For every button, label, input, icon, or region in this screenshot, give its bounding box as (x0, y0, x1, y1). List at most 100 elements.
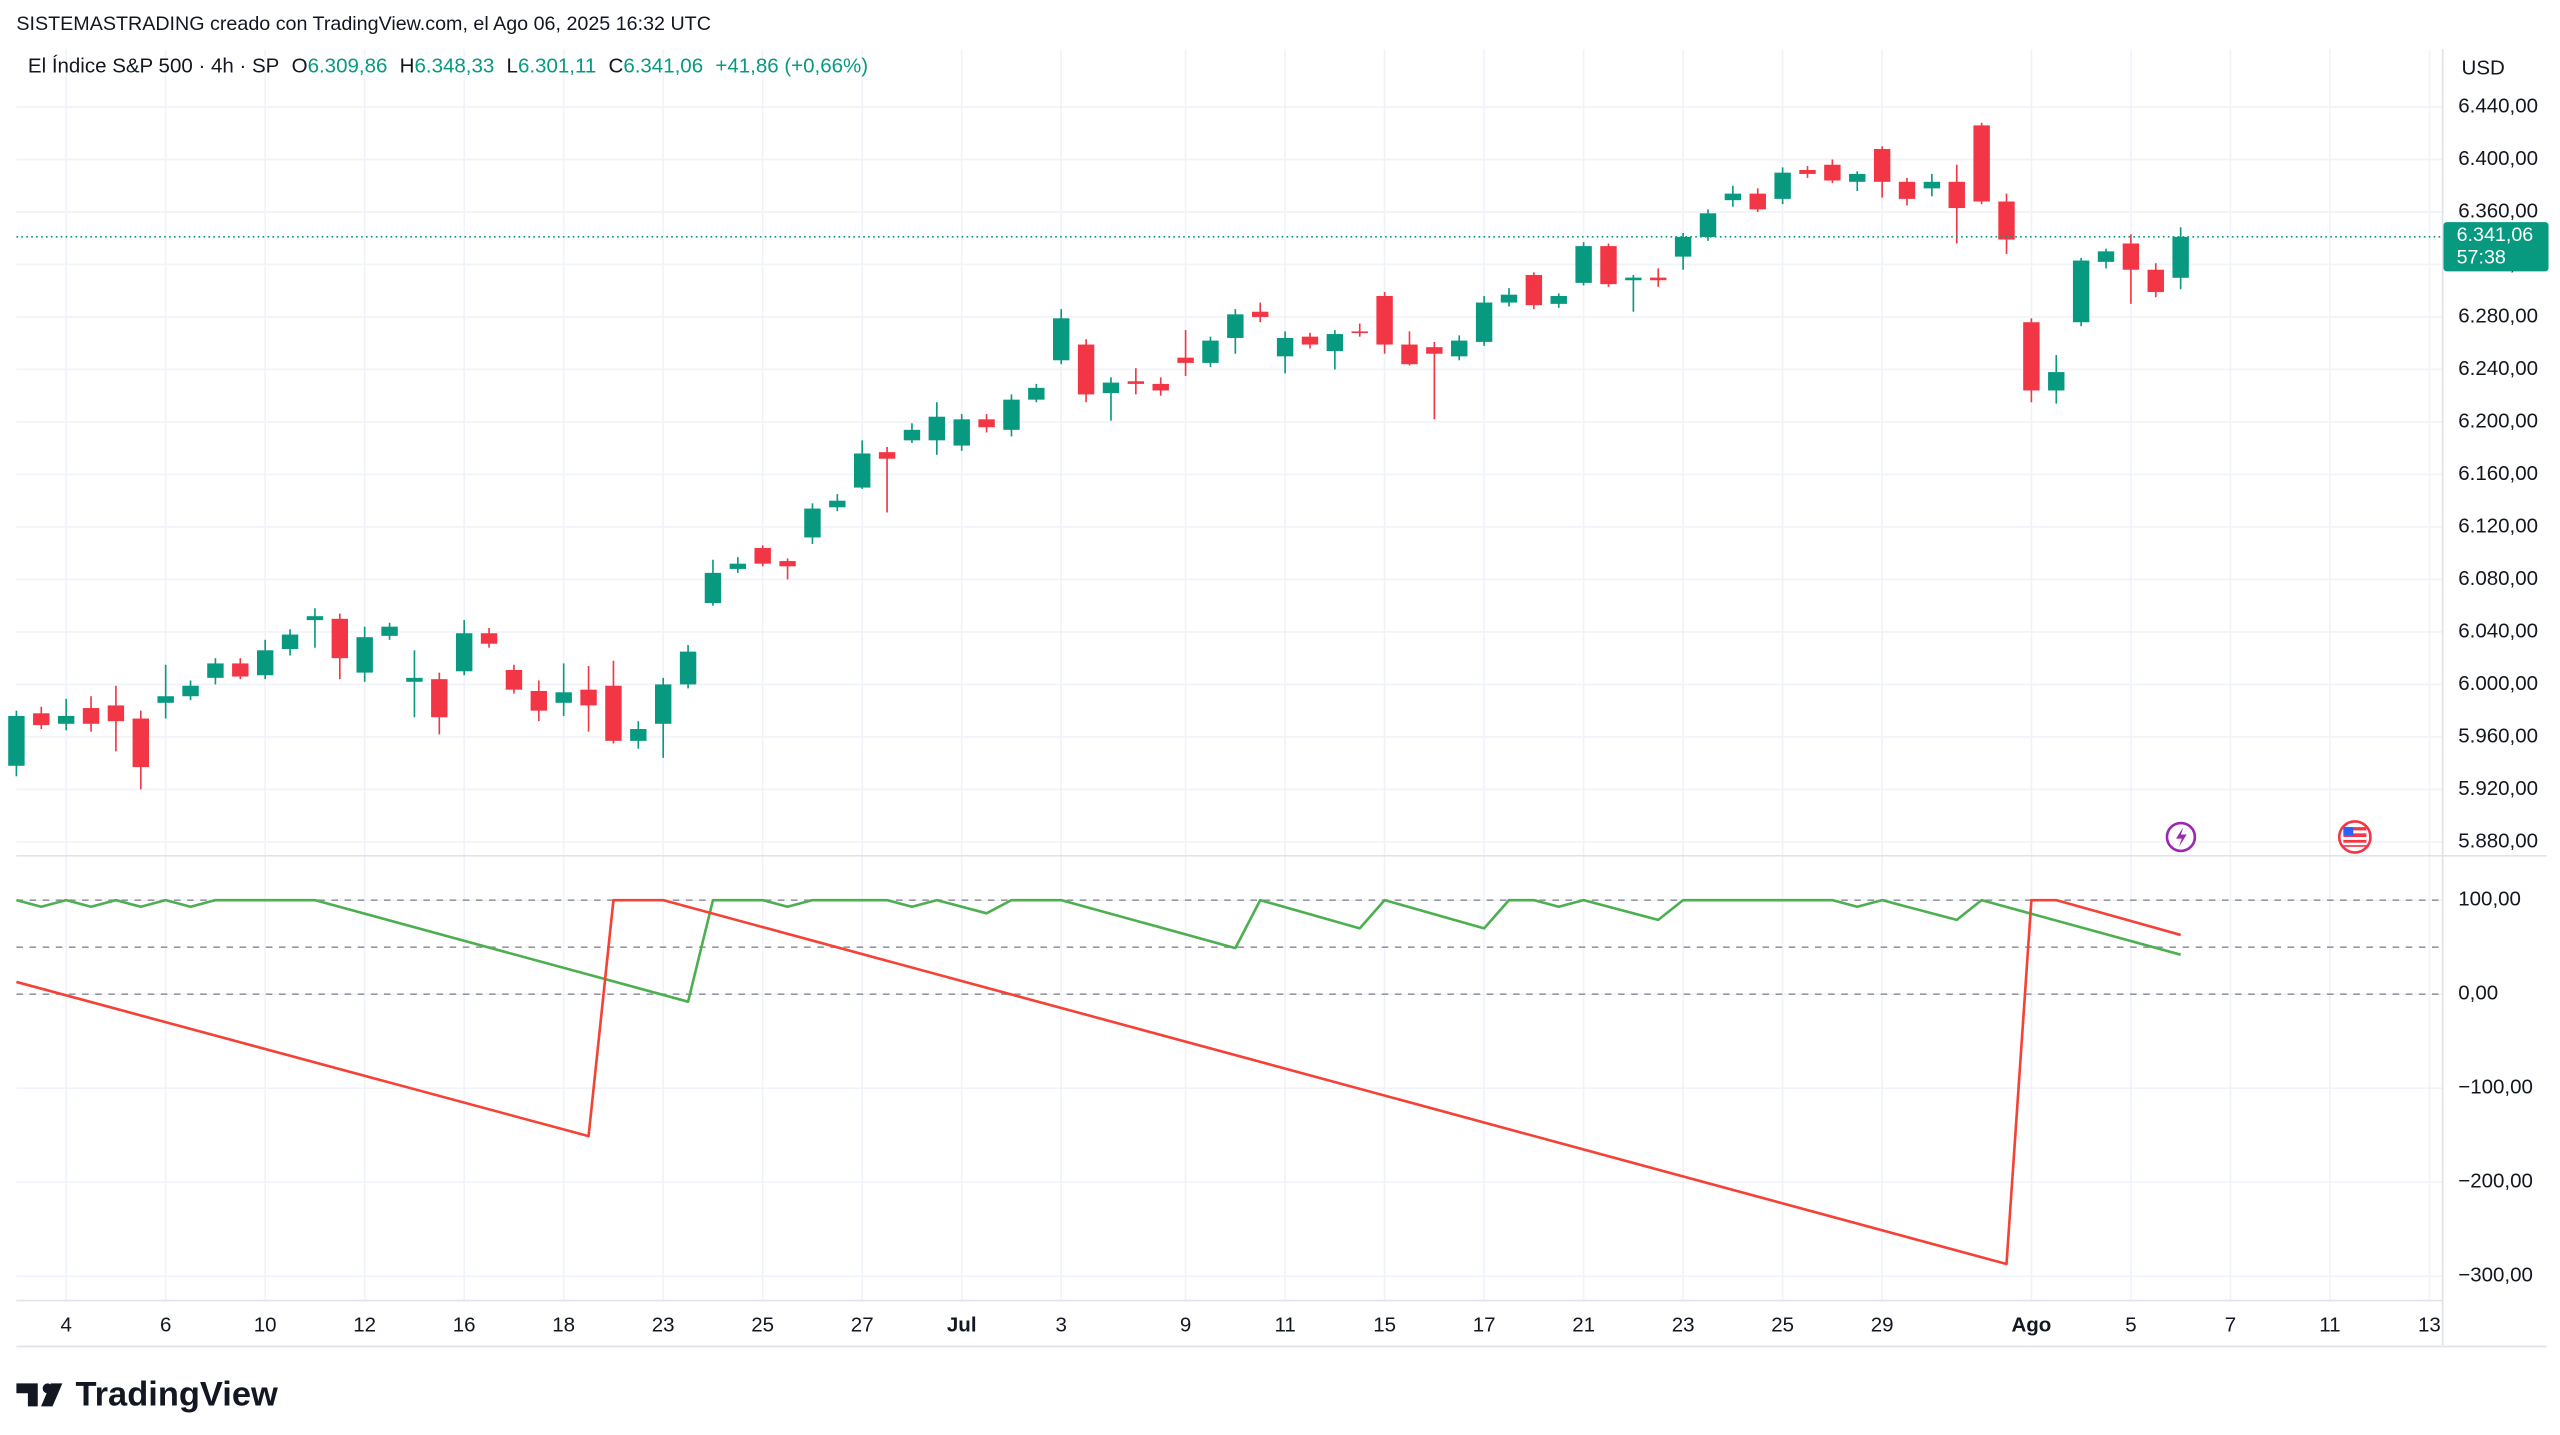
x-tick-label: 9 (1180, 1313, 1191, 1336)
candle-body (928, 416, 946, 441)
candle-body (829, 500, 846, 508)
x-tick-label: 10 (254, 1313, 277, 1336)
candle-body (853, 453, 871, 488)
x-tick-label: 23 (1672, 1313, 1695, 1336)
candle-body (1351, 331, 1368, 334)
ohlc-value: 6.341,06 (623, 55, 703, 78)
candle-body (1600, 246, 1617, 285)
x-tick-label: 15 (1373, 1313, 1396, 1336)
candle-body (1525, 274, 1543, 306)
ohlc-letter: O (292, 55, 308, 78)
candle-body (1575, 246, 1592, 283)
candle-body (1650, 277, 1667, 281)
ohlc-letter: L (507, 55, 518, 78)
candle-body (1152, 383, 1169, 391)
ohlc-letter: H (400, 55, 415, 78)
candle-body (107, 705, 125, 722)
candle-body (1252, 311, 1269, 317)
candle-body (2172, 236, 2189, 278)
symbol-title: El Índice S&P 500 · 4h · SP (28, 55, 279, 78)
x-tick-label: Ago (2011, 1313, 2051, 1336)
indicator-line (16, 898, 2181, 1004)
candle-body (182, 685, 199, 697)
candle-body (630, 729, 647, 741)
candle-body (132, 718, 149, 768)
x-tick-label: 11 (2319, 1313, 2340, 1336)
candle-body (157, 696, 174, 703)
candle-body (2147, 269, 2164, 293)
x-tick-label: Jul (947, 1313, 977, 1336)
candle-body (1550, 295, 1567, 304)
candle-body (1749, 193, 1766, 210)
candle-body (1898, 181, 1916, 199)
brand-logo: TradingView (16, 1376, 278, 1414)
y-tick-label: −200,00 (2458, 1170, 2533, 1193)
y-tick-label: 0,00 (2458, 982, 2498, 1005)
candle-body (953, 419, 970, 446)
candle-body (381, 626, 398, 636)
y-tick-label: 6.000,00 (2458, 672, 2538, 695)
x-tick-label: 5 (2125, 1313, 2136, 1336)
candle-body (1376, 295, 1393, 345)
candle-body (33, 713, 50, 726)
y-tick-label: −100,00 (2458, 1076, 2533, 1099)
candle-body (256, 650, 274, 676)
candle-body (1401, 344, 1418, 365)
candle-body (605, 685, 622, 741)
candle-body (878, 452, 896, 459)
candle-body (455, 633, 473, 672)
candle-body (804, 508, 821, 538)
x-tick-label: 18 (552, 1313, 575, 1336)
ohlc-letter: C (609, 55, 624, 78)
price-tag (2443, 222, 2549, 272)
candle-body (1923, 181, 1941, 189)
x-tick-label: 16 (453, 1313, 476, 1336)
y-tick-label: 6.040,00 (2458, 619, 2538, 642)
candle-body (1475, 302, 1493, 342)
candle-body (2097, 251, 2115, 262)
ohlc-value: 6.348,33 (414, 55, 494, 78)
candle-body (1127, 381, 1145, 384)
flag-icon[interactable] (2337, 820, 2372, 854)
candle-body (1849, 173, 1866, 182)
candle-body (1948, 181, 1965, 209)
x-tick-label: 7 (2225, 1313, 2236, 1336)
y-tick-label: 5.960,00 (2458, 724, 2538, 747)
y-tick-label: 6.200,00 (2458, 409, 2538, 432)
candle-body (431, 679, 448, 718)
candle-body (903, 429, 921, 441)
candle-body (779, 561, 796, 567)
candle-body (2023, 322, 2040, 391)
candle-body (57, 715, 75, 724)
x-tick-label: 12 (353, 1313, 376, 1336)
candle-body (406, 677, 423, 682)
x-tick-label: 21 (1572, 1313, 1595, 1336)
candle-body (1774, 172, 1791, 199)
x-tick-label: 25 (1771, 1313, 1794, 1336)
candle-body (580, 689, 597, 706)
candle-body (480, 633, 498, 644)
candle-body (1202, 340, 1219, 363)
candle-body (2048, 372, 2065, 391)
candle-body (281, 634, 299, 649)
candle-body (1276, 337, 1294, 357)
event-icon[interactable] (2165, 821, 2197, 853)
y-tick-label: 6.360,00 (2458, 199, 2538, 222)
grid-layer: 4 6 10 12 16 18 23 25 27 Jul 3 9 11 15 17 21 23 25 29 Ago 5 7… (16, 49, 2538, 1336)
y-tick-label: 5.920,00 (2458, 777, 2538, 800)
y-tick-label: 6.400,00 (2458, 147, 2538, 170)
currency: USD (2462, 56, 2505, 79)
y-tick-label: −300,00 (2458, 1264, 2533, 1287)
indicator-line (16, 898, 2181, 1266)
candle-body (754, 547, 771, 564)
candle-body (555, 692, 572, 703)
candle-body (1998, 201, 2015, 240)
candle-body (1451, 340, 1468, 357)
candle-body (82, 708, 100, 724)
y-tick-label: 6.280,00 (2458, 304, 2538, 327)
candle-body (1102, 382, 1120, 394)
candle-body (729, 563, 747, 569)
candle-body (978, 419, 995, 428)
